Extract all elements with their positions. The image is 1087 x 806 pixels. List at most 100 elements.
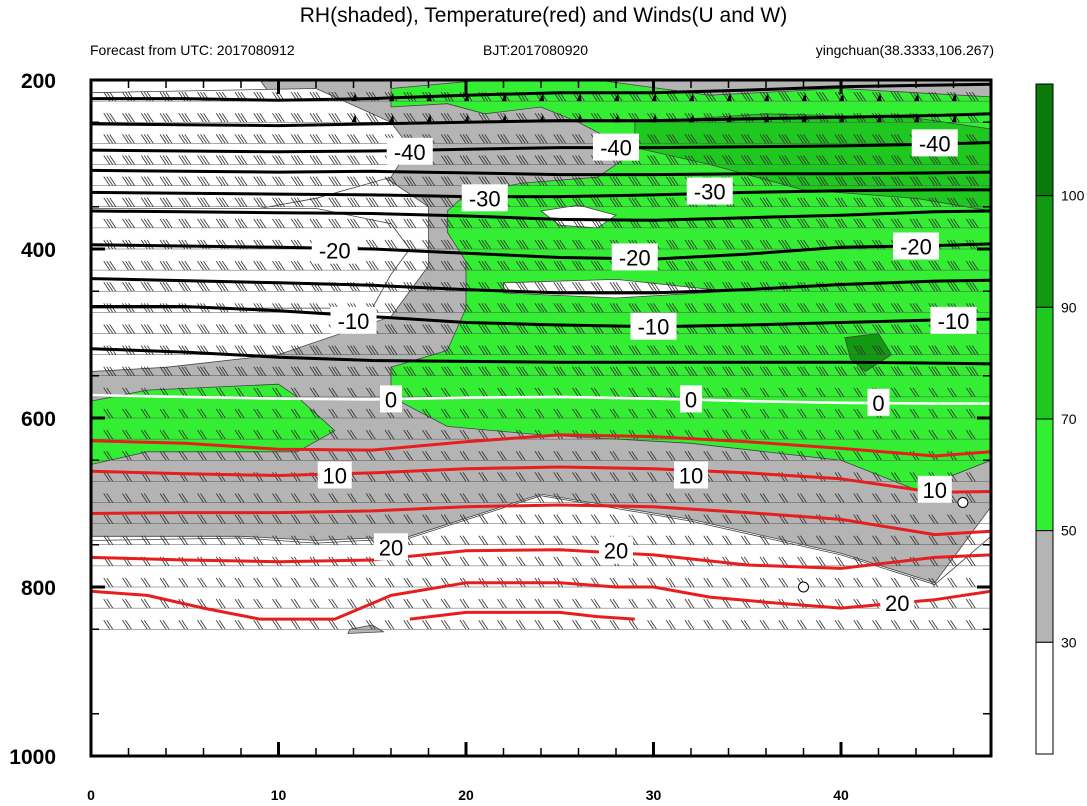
wind-barb: [965, 408, 976, 419]
colorbar-box-6: [1035, 641, 1054, 755]
wind-barb: [234, 366, 248, 376]
wind-barb: [478, 260, 492, 271]
wind-barb: [815, 451, 826, 461]
wind-barb: [628, 282, 642, 292]
wind-barb: [909, 620, 920, 630]
wind-barb: [722, 134, 735, 144]
wind-barb: [965, 556, 976, 567]
wind-barb: [759, 387, 770, 398]
wind-barb: [572, 493, 582, 503]
wind-barb: [384, 113, 398, 123]
wind-barb: [684, 493, 695, 503]
wind-barb: [834, 197, 848, 207]
wind-barb: [703, 387, 714, 398]
wind-barb: [553, 155, 567, 165]
wind-barb: [872, 535, 882, 545]
temperature-label-19: 20: [599, 536, 633, 564]
wind-barb: [703, 155, 717, 165]
wind-barb: [815, 134, 829, 144]
wind-barb: [515, 514, 526, 524]
svg-text:-10: -10: [338, 309, 370, 334]
wind-barb: [140, 366, 154, 376]
wind-barb: [815, 91, 829, 102]
wind-barb: [890, 176, 904, 186]
wind-barb: [459, 155, 473, 165]
wind-barb: [478, 535, 489, 545]
wind-barb: [834, 577, 845, 588]
wind-barb: [740, 218, 754, 229]
wind-barb: [797, 620, 807, 630]
wind-barb: [834, 324, 848, 334]
wind-barb: [478, 303, 492, 313]
wind-barb: [440, 429, 451, 440]
wind-barb: [609, 408, 620, 419]
wind-barb: [722, 91, 735, 102]
wind-barb: [759, 218, 773, 229]
wind-barb: [328, 577, 339, 588]
wind-barb: [272, 493, 282, 503]
wind-barb: [872, 429, 882, 440]
station-location-label: yingchuan(38.3333,106.267): [815, 42, 994, 58]
wind-barb: [853, 556, 864, 567]
temperature-contour-5: [91, 168, 991, 177]
wind-barb: [647, 176, 660, 186]
wind-barb: [740, 134, 754, 144]
wind-barb: [384, 598, 395, 609]
wind-barb: [440, 366, 454, 376]
wind-barb: [122, 176, 135, 186]
wind-barb: [965, 260, 979, 271]
wind-barb: [328, 345, 342, 355]
wind-barb: [572, 451, 582, 461]
wind-barb: [515, 197, 529, 207]
wind-barb: [234, 535, 245, 545]
wind-barb: [103, 577, 114, 588]
wind-barb: [253, 176, 267, 186]
wind-barb: [834, 493, 845, 503]
wind-barb: [947, 577, 957, 588]
wind-barb: [947, 535, 957, 545]
wind-barb: [665, 577, 676, 588]
wind-barb: [797, 155, 810, 165]
wind-barb: [347, 197, 360, 207]
wind-barb: [140, 620, 151, 630]
wind-barb: [590, 620, 601, 630]
wind-barb: [628, 197, 642, 207]
wind-barb: [590, 303, 604, 313]
wind-barb: [478, 556, 489, 567]
wind-barb: [703, 91, 717, 102]
calm-wind-circle-2: [957, 497, 969, 508]
wind-barb: [890, 134, 904, 144]
wind-barb: [234, 514, 245, 524]
wind-barb: [384, 429, 395, 440]
wind-barb: [478, 176, 492, 186]
wind-barb: [722, 535, 732, 545]
wind-barb: [309, 345, 323, 355]
wind-barb: [347, 155, 360, 165]
wind-barb: [515, 303, 529, 313]
wind-barb: [853, 218, 867, 229]
wind-barb: [665, 514, 676, 524]
svg-text:10: 10: [323, 463, 347, 488]
wind-barb: [178, 260, 192, 271]
wind-barb: [328, 598, 339, 609]
wind-barb: [909, 366, 923, 376]
wind-barb: [290, 620, 301, 630]
wind-barb: [234, 197, 248, 207]
wind-barb: [665, 197, 679, 207]
wind-barb: [122, 218, 135, 229]
wind-barb: [197, 514, 207, 524]
wind-barb: [422, 577, 432, 588]
wind-barb: [103, 134, 117, 144]
wind-barb: [422, 303, 435, 313]
wind-barb: [890, 535, 901, 545]
wind-barb: [797, 218, 810, 229]
wind-barb: [909, 197, 923, 207]
wind-barb: [403, 345, 417, 355]
wind-barb: [797, 260, 810, 271]
wind-barb: [328, 155, 342, 165]
wind-barb: [665, 387, 676, 398]
wind-barb: [159, 324, 173, 334]
wind-barb: [778, 366, 792, 376]
wind-barb: [797, 429, 807, 440]
wind-barb: [497, 176, 510, 186]
